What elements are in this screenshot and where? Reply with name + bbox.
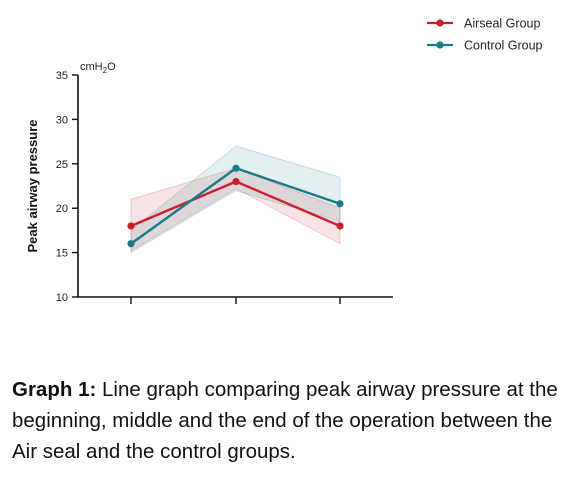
- y-unit-label: cmH2O: [80, 61, 116, 75]
- y-tick-label-15: 15: [56, 248, 68, 260]
- point-airseal-group-2: [232, 177, 240, 186]
- y-axis-label: Peak airway pressure: [25, 120, 40, 253]
- legend-marker-control-group: [436, 41, 444, 49]
- point-control-group-1: [127, 240, 135, 248]
- y-tick-label-35: 35: [56, 70, 68, 82]
- legend-marker-airseal-group: [436, 19, 444, 27]
- caption-label: Graph 1:: [12, 378, 97, 401]
- figure-caption: Graph 1: Line graph comparing peak airwa…: [12, 374, 577, 467]
- axes: [77, 75, 393, 304]
- y-tick-label-20: 20: [56, 203, 68, 215]
- legend-label-control-group: Control Group: [464, 39, 543, 53]
- y-ticks: 10 15 20 25 30 35: [56, 70, 78, 304]
- band-control-group: [130, 145, 341, 254]
- confidence-bands: [130, 145, 341, 254]
- point-airseal-group-3: [336, 222, 344, 230]
- y-tick-label-30: 30: [56, 114, 68, 126]
- legend-label-airseal-group: Airseal Group: [464, 17, 540, 31]
- point-control-group-3: [336, 200, 344, 208]
- point-airseal-group-1: [127, 222, 135, 230]
- legend: Airseal Group Control Group: [427, 17, 543, 53]
- y-tick-label-25: 25: [56, 159, 68, 171]
- caption-text: Line graph comparing peak airway pressur…: [12, 378, 558, 463]
- series-points: [127, 164, 344, 248]
- y-tick-label-10: 10: [56, 292, 68, 304]
- point-control-group-2: [232, 164, 240, 172]
